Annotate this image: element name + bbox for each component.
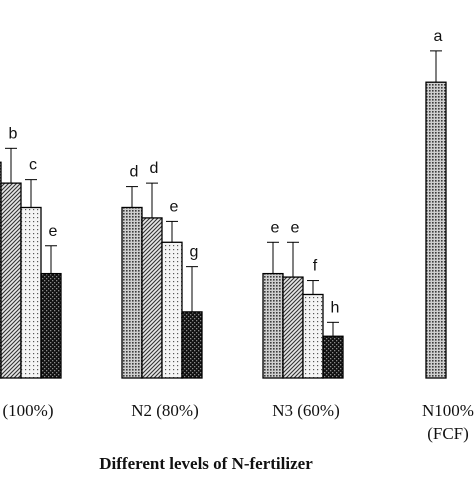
significance-letter: a — [434, 28, 443, 45]
error-bar-s3-c1 — [25, 179, 37, 208]
bar-s2-c2 — [141, 217, 163, 379]
significance-letter: g — [190, 244, 199, 261]
significance-letter: f — [313, 258, 318, 275]
significance-letter: e — [170, 198, 179, 215]
error-bar-s1-c3 — [267, 241, 279, 274]
error-bar-s3-c3 — [307, 280, 319, 295]
error-bar-s4-c3 — [327, 321, 339, 337]
x-tick-label: (FCF) — [427, 424, 469, 443]
error-bar-s3-c2 — [166, 220, 178, 243]
bar-s2-c1 — [0, 182, 22, 379]
significance-letter: e — [291, 219, 300, 236]
error-bar-s4-c2 — [186, 266, 198, 312]
significance-letter: b — [9, 125, 18, 142]
error-bar-s2-c3 — [287, 241, 299, 278]
bar-s3-c1 — [20, 206, 42, 379]
significance-letter: e — [271, 219, 280, 236]
x-tick-labels-layer: (100%) N2 (80%) N3 (60%) N100% (FCF) — [3, 401, 474, 443]
bar-s1-c3 — [262, 272, 284, 379]
error-bar-s2-c2 — [146, 182, 158, 218]
x-tick-label: N3 (60%) — [272, 401, 340, 420]
bar-s4-c3 — [322, 335, 344, 379]
significance-letter: h — [331, 299, 340, 316]
bars-layer — [0, 81, 447, 379]
significance-letter: c — [29, 157, 37, 174]
significance-letter: e — [49, 223, 58, 240]
x-tick-label: N2 (80%) — [131, 401, 199, 420]
x-tick-label: N100% — [422, 401, 474, 420]
x-axis-title: Different levels of N-fertilizer — [99, 454, 313, 473]
bar-s1-c4 — [425, 81, 447, 379]
significance-letter: d — [150, 160, 159, 177]
error-bar-s1-c2 — [126, 186, 138, 208]
bar-s2-c3 — [282, 276, 304, 379]
error-bar-s2-c1 — [5, 147, 17, 184]
bar-s1-c2 — [121, 206, 143, 379]
bar-s3-c2 — [161, 241, 183, 379]
x-tick-label: (100%) — [3, 401, 54, 420]
error-bar-s1-c4 — [430, 50, 442, 83]
bar-s4-c1 — [40, 272, 62, 379]
error-bars-layer — [5, 50, 442, 337]
bar-s3-c3 — [302, 293, 324, 379]
error-bar-s4-c1 — [45, 245, 57, 274]
significance-letter: d — [130, 164, 139, 181]
bar-s4-c2 — [181, 311, 203, 379]
